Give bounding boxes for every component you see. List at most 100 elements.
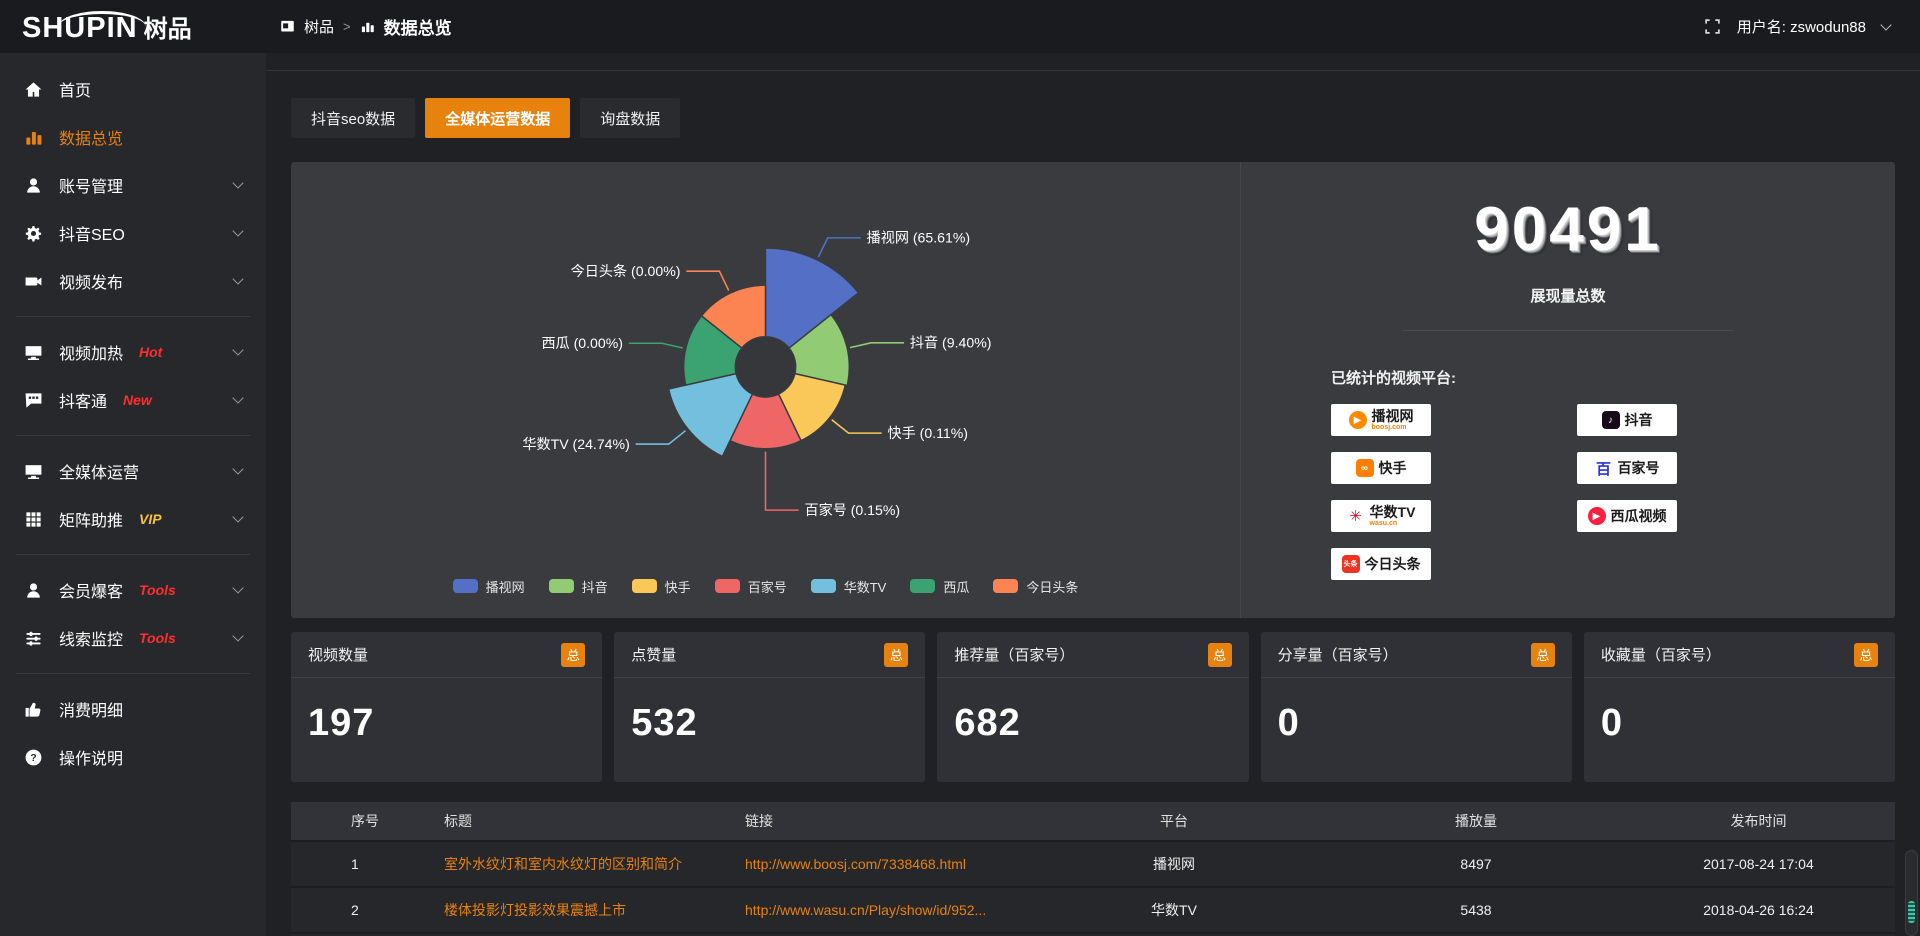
sidebar-item-2[interactable]: 账号管理 [0,161,266,209]
logo-cn-text: 树品 [143,15,192,43]
pie-slice-播视网[interactable] [764,247,860,350]
platform-badge-播视网[interactable]: ▶ 播视网 boosj.com [1331,404,1431,436]
sidebar-item-11[interactable]: 消费明细 [0,685,266,733]
pie-label-西瓜: 西瓜 (0.00%) [541,335,623,351]
sidebar-item-3[interactable]: 抖音SEO [0,209,266,257]
total-badge[interactable]: 总 [1530,642,1555,667]
pie-label-line [628,342,684,349]
stat-card-3: 分享量（百家号） 总 0 [1260,632,1572,782]
gear-icon [24,224,43,243]
sidebar-item-6[interactable]: 抖客通 New [0,376,266,424]
tab-1[interactable]: 全媒体运营数据 [425,98,571,138]
chevron-down-icon[interactable] [232,177,244,189]
grid-icon [24,510,43,529]
col-seq: 序号 [351,813,379,829]
cell-url-link[interactable]: http://www.boosj.com/7338468.html [745,856,967,872]
chevron-down-icon[interactable] [232,344,244,356]
stat-card-title: 分享量（百家号） [1277,647,1398,664]
chevron-down-icon[interactable] [232,392,244,404]
kuaishou-icon: ∞ [1355,459,1374,477]
legend-label: 抖音 [581,579,608,595]
page-scrollbar[interactable] [1905,850,1918,936]
platform-badge-华数TV[interactable]: ✳ 华数TV wasu.cn [1331,500,1431,532]
chevron-down-icon[interactable] [232,273,244,285]
chevron-down-icon[interactable] [232,511,244,523]
sidebar-item-label: 账号管理 [59,179,124,196]
cell-title-link[interactable]: 室外水纹灯和室内水纹灯的区别和简介 [444,856,682,872]
pie-label-line [764,451,799,511]
chevron-down-icon[interactable] [232,630,244,642]
col-title: 标题 [444,813,472,829]
cell-url-link[interactable]: http://www.wasu.cn/Play/show/id/952... [745,902,987,918]
scrollbar-thumb[interactable] [1908,901,1915,923]
total-badge[interactable]: 总 [561,642,586,667]
sidebar-item-7[interactable]: 全媒体运营 [0,447,266,495]
bar-chart-icon [24,128,43,147]
cell-plays: 5438 [1460,902,1492,918]
total-badge[interactable]: 总 [1854,642,1879,667]
platform-column-right: ♪ 抖音百百家号 ▶ 西瓜视频 [1577,404,1677,580]
sidebar-item-label: 视频加热 [59,346,124,363]
tab-0[interactable]: 抖音seo数据 [291,98,416,138]
breadcrumb-root[interactable]: 树品 [304,19,335,36]
pie-slice-今日头条[interactable] [700,284,767,350]
sidebar-item-9[interactable]: 会员爆客 Tools [0,566,266,614]
pie-chart-svg[interactable]: 播视网 (65.61%) 抖音 (9.40%) 快手 (0.11%) 百家号 (0.1… [291,162,1240,564]
pie-label-华数TV: 华数TV (24.74%) [522,436,629,452]
legend-item-抖音[interactable]: 抖音 [548,577,608,596]
sidebar-item-8[interactable]: 矩阵助推 VIP [0,495,266,543]
breadcrumb: 树品 > 数据总览 [280,14,452,39]
legend-item-百家号[interactable]: 百家号 [714,577,787,596]
tab-2[interactable]: 询盘数据 [580,98,681,138]
platform-badge-抖音[interactable]: ♪ 抖音 [1577,404,1677,436]
user-icon [24,581,43,600]
pie-label-快手: 快手 (0.11%) [888,425,969,441]
stat-card-4: 收藏量（百家号） 总 0 [1583,632,1896,782]
baijiahao-icon: 百 [1595,460,1611,478]
stat-card-header: 点赞量 总 [614,632,926,678]
wasu-burst-icon: ✳ [1349,508,1362,525]
sidebar-item-5[interactable]: 视频加热 Hot [0,328,266,376]
sidebar-item-1[interactable]: 数据总览 [0,113,266,161]
pie-slice-华数TV[interactable] [667,372,754,458]
sidebar-badge: VIP [139,511,162,527]
legend-item-华数TV[interactable]: 华数TV [810,577,886,596]
sidebar-item-label: 会员爆客 [59,584,124,601]
total-badge[interactable]: 总 [1207,642,1232,667]
total-badge[interactable]: 总 [884,642,909,667]
sidebar-item-10[interactable]: 线索监控 Tools [0,614,266,662]
cell-title-link[interactable]: 楼体投影灯投影效果震撼上市 [444,902,626,918]
sidebar-item-12[interactable]: ? 操作说明 [0,733,266,781]
platform-badge-快手[interactable]: ∞ 快手 [1331,452,1431,484]
legend-item-西瓜[interactable]: 西瓜 [910,577,969,596]
sidebar-item-4[interactable]: 视频发布 [0,257,266,305]
legend-swatch [993,579,1019,593]
overview-panel: 播视网 (65.61%) 抖音 (9.40%) 快手 (0.11%) 百家号 (0.1… [291,162,1895,618]
table-header-row: 序号 标题 链接 平台 播放量 发布时间 [291,802,1895,840]
platform-name: 今日头条 [1364,556,1421,572]
chevron-down-icon[interactable] [232,582,244,594]
sidebar-badge: Tools [139,582,176,598]
chevron-down-icon[interactable] [232,463,244,475]
username-label[interactable]: 用户名: zswodun88 [1736,19,1866,36]
platforms-title: 已统计的视频平台: [1331,370,1456,387]
pie-slice-抖音[interactable] [788,313,850,387]
sidebar-item-0[interactable]: 首页 [0,65,266,113]
platform-badge-百家号[interactable]: 百百家号 [1577,452,1677,484]
sidebar-divider [16,554,250,555]
legend-item-快手[interactable]: 快手 [631,577,691,596]
videos-table: 序号 标题 链接 平台 播放量 发布时间 1 室外水纹灯和室内水纹灯的区别和简介 http://… [291,802,1895,936]
legend-label: 今日头条 [1026,579,1079,595]
platform-badge-西瓜视频[interactable]: ▶ 西瓜视频 [1577,500,1677,532]
table-row-partial [291,932,1895,936]
pie-label-line [817,237,861,258]
chevron-down-icon[interactable] [232,225,244,237]
platform-badge-今日头条[interactable]: 头条 今日头条 [1331,548,1431,580]
legend-item-播视网[interactable]: 播视网 [452,577,525,596]
summary-divider [1403,330,1733,331]
app-logo: SHUPIN 树品 [0,9,266,45]
pie-label-今日头条: 今日头条 (0.00%) [571,263,681,279]
fullscreen-icon[interactable] [1704,18,1721,35]
chevron-down-icon[interactable] [1880,18,1892,31]
legend-item-今日头条[interactable]: 今日头条 [993,577,1078,596]
